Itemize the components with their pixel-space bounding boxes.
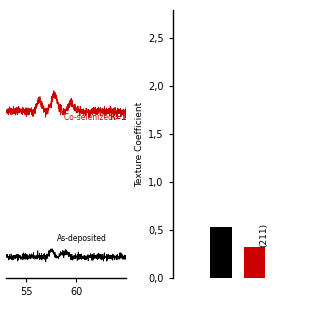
Text: R=1: R=1 <box>110 113 127 122</box>
Text: As-deposited: As-deposited <box>57 234 107 243</box>
Text: (211): (211) <box>260 223 268 247</box>
Y-axis label: Texture Coefficient: Texture Coefficient <box>135 101 144 187</box>
Text: Co-selenized: Co-selenized <box>64 113 116 122</box>
Bar <box>210 227 232 278</box>
Bar <box>244 247 265 278</box>
